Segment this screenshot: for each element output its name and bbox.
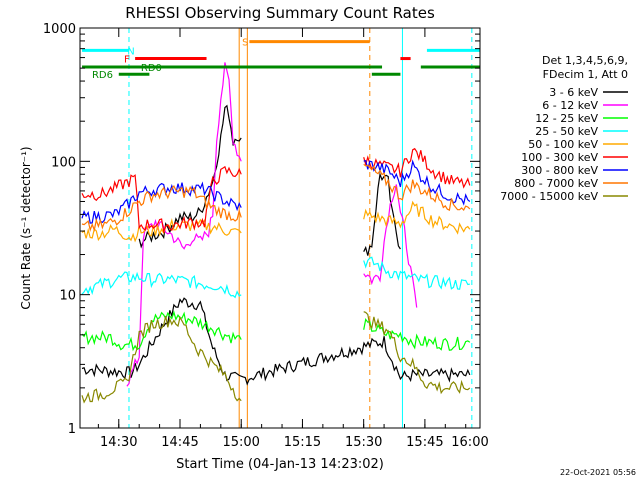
legend-label-1: 6 - 12 keV xyxy=(542,99,598,112)
state-bar-label-n: N xyxy=(127,46,134,57)
legend-title-line-1: Det 1,3,4,5,6,9, xyxy=(542,54,628,67)
state-bar-label-rd6: RD6 xyxy=(92,70,113,81)
x-tick-label-6: 16:00 xyxy=(451,435,488,450)
legend-label-0: 3 - 6 keV xyxy=(549,86,598,99)
series-line-3-seg-0 xyxy=(363,256,470,290)
series-line-1-seg-0 xyxy=(363,184,418,308)
legend-label-3: 25 - 50 keV xyxy=(535,125,598,138)
chart-title: RHESSI Observing Summary Count Rates xyxy=(125,4,435,22)
y-tick-label-2: 100 xyxy=(51,155,76,170)
series-line-8-a xyxy=(81,315,242,404)
series-line-2-a xyxy=(81,310,242,352)
y-tick-label-0: 1 xyxy=(68,422,76,437)
x-tick-label-0: 14:30 xyxy=(100,435,137,450)
y-tick-label-1: 10 xyxy=(59,289,76,304)
series-line-7-a xyxy=(81,185,242,233)
plot-clipped-group xyxy=(81,28,480,428)
date-stamp: 22-Oct-2021 05:56 xyxy=(560,468,636,477)
x-tick-label-1: 14:45 xyxy=(161,435,198,450)
series-line-2-seg-0 xyxy=(363,317,471,351)
state-bar-label-s: S xyxy=(242,38,248,49)
x-tick-label-2: 15:00 xyxy=(222,435,259,450)
series-line-0-a xyxy=(81,297,471,386)
series-line-8-seg-0 xyxy=(363,311,471,395)
x-tick-label-3: 15:15 xyxy=(284,435,321,450)
legend-label-5: 100 - 300 keV xyxy=(521,151,598,164)
x-axis-label: Start Time (04-Jan-13 14:23:02) xyxy=(176,457,384,472)
series-line-4-seg-0 xyxy=(363,200,471,235)
state-bar-label-rd0: RD0 xyxy=(141,63,162,74)
series-line-6-a xyxy=(81,181,242,224)
plot-frame xyxy=(79,27,481,429)
y-axis-label: Count Rate (s⁻¹ detector⁻¹) xyxy=(19,146,33,309)
legend-label-2: 12 - 25 keV xyxy=(535,112,598,125)
series-line-4-a xyxy=(81,218,242,243)
series-line-5-a xyxy=(81,165,242,234)
state-bar-label-f: F xyxy=(124,55,130,66)
x-tick-label-5: 15:45 xyxy=(406,435,443,450)
legend-label-8: 7000 - 15000 keV xyxy=(500,190,598,203)
legend-label-4: 50 - 100 keV xyxy=(528,138,598,151)
series-line-3-a xyxy=(81,271,242,299)
axis-layer: 1 10 100 1000 14:30 14:45 15:00 15:15 15:30 15:45… xyxy=(43,22,489,450)
plot-layer: NF S RD0 RD6 xyxy=(81,28,480,428)
legend-label-6: 300 - 800 keV xyxy=(521,164,598,177)
legend-title-line-2: FDecim 1, Att 0 xyxy=(543,68,628,81)
legend-label-7: 800 - 7000 keV xyxy=(514,177,598,190)
y-tick-label-3: 1000 xyxy=(43,22,76,37)
series-line-7-seg-0 xyxy=(363,163,471,212)
series-line-0-seg-0 xyxy=(138,104,242,249)
x-tick-label-4: 15:30 xyxy=(345,435,382,450)
